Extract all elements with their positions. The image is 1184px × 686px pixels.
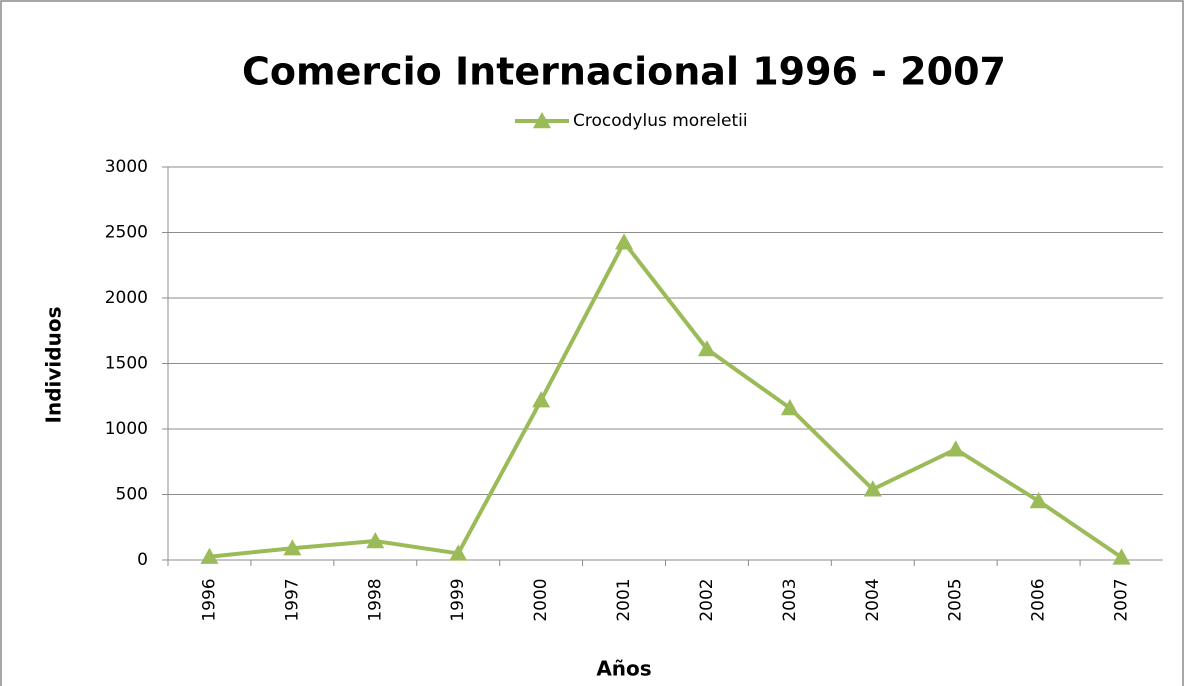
series-line (209, 240, 1123, 560)
legend-label: Crocodylus moreletii (573, 111, 748, 131)
point-marker (780, 399, 799, 416)
y-tick-label: 3000 (105, 157, 148, 177)
x-tick-label: 2002 (697, 578, 717, 621)
point-marker (863, 480, 882, 497)
x-tick-label: 1996 (199, 578, 219, 621)
x-tick-label: 2003 (780, 578, 800, 621)
y-tick-label: 2000 (105, 288, 148, 308)
point-marker (283, 539, 302, 556)
point-marker (449, 544, 468, 561)
point-marker (1112, 548, 1131, 565)
x-tick-label: 2004 (863, 578, 883, 621)
y-axis-label: Individuos (42, 307, 66, 424)
point-marker (697, 340, 716, 357)
x-tick-label: 2006 (1029, 578, 1049, 621)
x-tick-label: 1997 (282, 578, 302, 621)
x-tick-label: 2005 (946, 578, 966, 621)
chart-title: Comercio Internacional 1996 - 2007 (242, 50, 1006, 94)
point-marker (946, 440, 965, 457)
legend-marker (533, 112, 551, 129)
point-marker (200, 547, 219, 564)
y-tick-label: 500 (116, 485, 148, 505)
point-marker (366, 532, 385, 549)
x-tick-label: 2007 (1112, 578, 1132, 621)
y-tick-label: 0 (137, 550, 148, 570)
point-marker (532, 391, 551, 408)
point-marker (1029, 492, 1048, 509)
x-axis-label: Años (596, 657, 651, 681)
y-tick-label: 2500 (105, 223, 148, 243)
x-tick-label: 1999 (448, 578, 468, 621)
x-tick-label: 2000 (531, 578, 551, 621)
x-tick-label: 1998 (365, 578, 385, 621)
point-marker (615, 233, 634, 250)
x-tick-label: 2001 (614, 578, 634, 621)
y-tick-label: 1000 (105, 419, 148, 439)
y-tick-label: 1500 (105, 354, 148, 374)
